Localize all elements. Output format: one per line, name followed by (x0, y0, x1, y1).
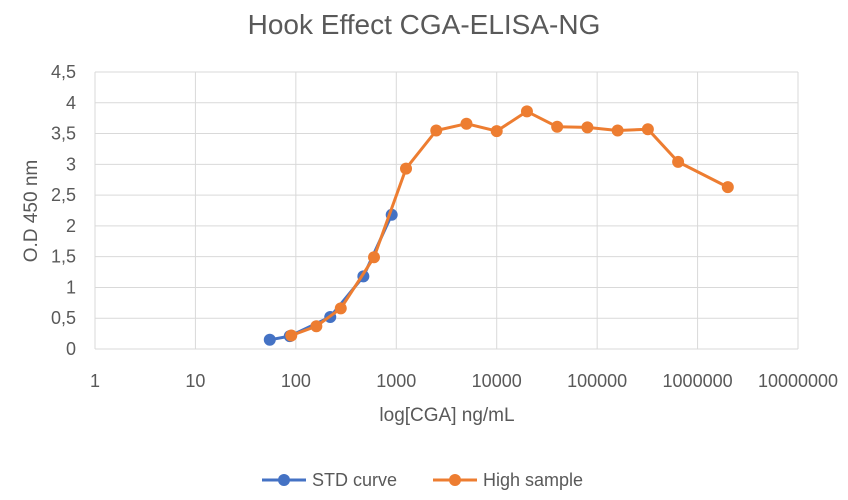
grid-layer (94, 71, 799, 350)
legend-entry: High sample (433, 470, 583, 490)
y-tick-label: 4 (66, 93, 76, 113)
x-tick-label: 100000 (567, 371, 627, 391)
data-point (334, 302, 347, 315)
y-axis-title: O.D 450 nm (21, 160, 42, 262)
y-tick-label: 1,5 (51, 247, 76, 267)
chart-title: Hook Effect CGA-ELISA-NG (248, 9, 601, 40)
data-point (721, 181, 734, 194)
y-tick-label: 3,5 (51, 124, 76, 144)
data-point (490, 125, 503, 138)
data-point (551, 120, 564, 133)
y-tick-label: 4,5 (51, 62, 76, 82)
axis-layer: 0 0,5 1 1,5 2 2,5 3 3,5 4 4,5 1 10 100 1000 10000 10000… (51, 62, 838, 391)
y-tick-label: 1 (66, 277, 76, 297)
series-layer (263, 105, 734, 346)
y-tick-label: 3 (66, 154, 76, 174)
data-point (263, 333, 276, 346)
data-point (400, 162, 413, 175)
x-tick-label: 10 (185, 371, 205, 391)
x-tick-label: 1000 (376, 371, 416, 391)
series-high-sample (285, 105, 734, 342)
x-tick-label: 1000000 (663, 371, 733, 391)
data-point (641, 123, 654, 136)
data-point (310, 320, 323, 333)
x-axis-title: log[CGA] ng/mL (379, 405, 514, 426)
data-point (430, 124, 443, 137)
data-point (611, 124, 624, 137)
x-tick-label: 100 (281, 371, 311, 391)
legend-marker (278, 474, 290, 486)
data-point (520, 105, 533, 118)
series-line (289, 109, 730, 337)
legend-entry: STD curve (262, 470, 397, 490)
y-tick-label: 2 (66, 216, 76, 236)
data-point (581, 121, 594, 134)
series-std-curve (263, 208, 398, 346)
legend: STD curve High sample (262, 470, 583, 490)
x-tick-label: 10000000 (758, 371, 838, 391)
x-tick-label: 10000 (472, 371, 522, 391)
data-point (285, 329, 298, 342)
legend-label: High sample (483, 470, 583, 490)
data-point (672, 155, 685, 168)
legend-marker (449, 474, 461, 486)
y-tick-label: 0 (66, 339, 76, 359)
y-tick-label: 2,5 (51, 185, 76, 205)
y-tick-label: 0,5 (51, 308, 76, 328)
legend-label: STD curve (312, 470, 397, 490)
data-point (368, 251, 381, 264)
x-tick-label: 1 (90, 371, 100, 391)
data-point (460, 117, 473, 130)
